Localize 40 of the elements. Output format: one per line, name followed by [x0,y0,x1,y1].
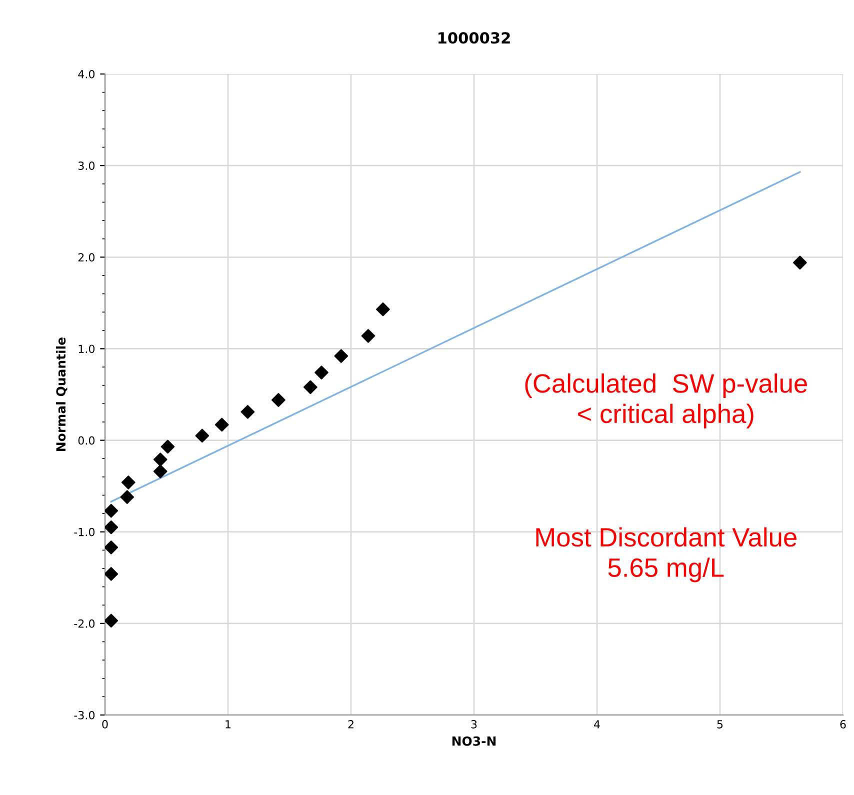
annotation: Most Discordant Value 5.65 mg/L [536,527,796,582]
y-tick-label: -2.0 [74,619,95,628]
y-tick-label: 3.0 [78,162,95,170]
y-tick-label: 0.0 [78,436,95,445]
point [105,520,118,534]
point [793,256,807,270]
y-tick-label: 1.0 [78,344,95,354]
point [153,464,168,478]
x-axis-title: NO3-N [452,736,496,746]
point [272,393,286,407]
point [195,428,210,443]
y-tick-label: 2.0 [78,253,95,262]
chart-title: 1000032 [438,32,510,44]
point [214,418,229,432]
point [376,302,390,316]
point [120,490,134,504]
x-tick-label: 5 [717,720,723,728]
point [105,567,118,581]
x-tick-label: 2 [348,720,354,728]
x-tick-label: 1 [226,720,231,728]
x-tick-label: 0 [102,720,108,728]
point [240,404,255,419]
point [105,504,118,518]
point [361,328,376,343]
point [153,452,168,466]
y-tick-label: 4.0 [78,70,95,78]
point [121,476,136,490]
x-tick-label: 6 [840,720,846,728]
point [334,349,348,363]
x-tick-label: 4 [594,720,600,728]
y-tick-label: -1.0 [74,528,95,536]
point [105,614,118,628]
point [160,440,175,454]
point [105,540,118,554]
y-tick-label: -3.0 [74,710,95,720]
y-axis-title: Normal Quantile [56,338,68,451]
annotation: (Calculated SW p-value < critical alpha) [525,373,807,428]
x-tick-label: 3 [471,720,477,728]
point [314,366,328,380]
point [304,380,318,394]
